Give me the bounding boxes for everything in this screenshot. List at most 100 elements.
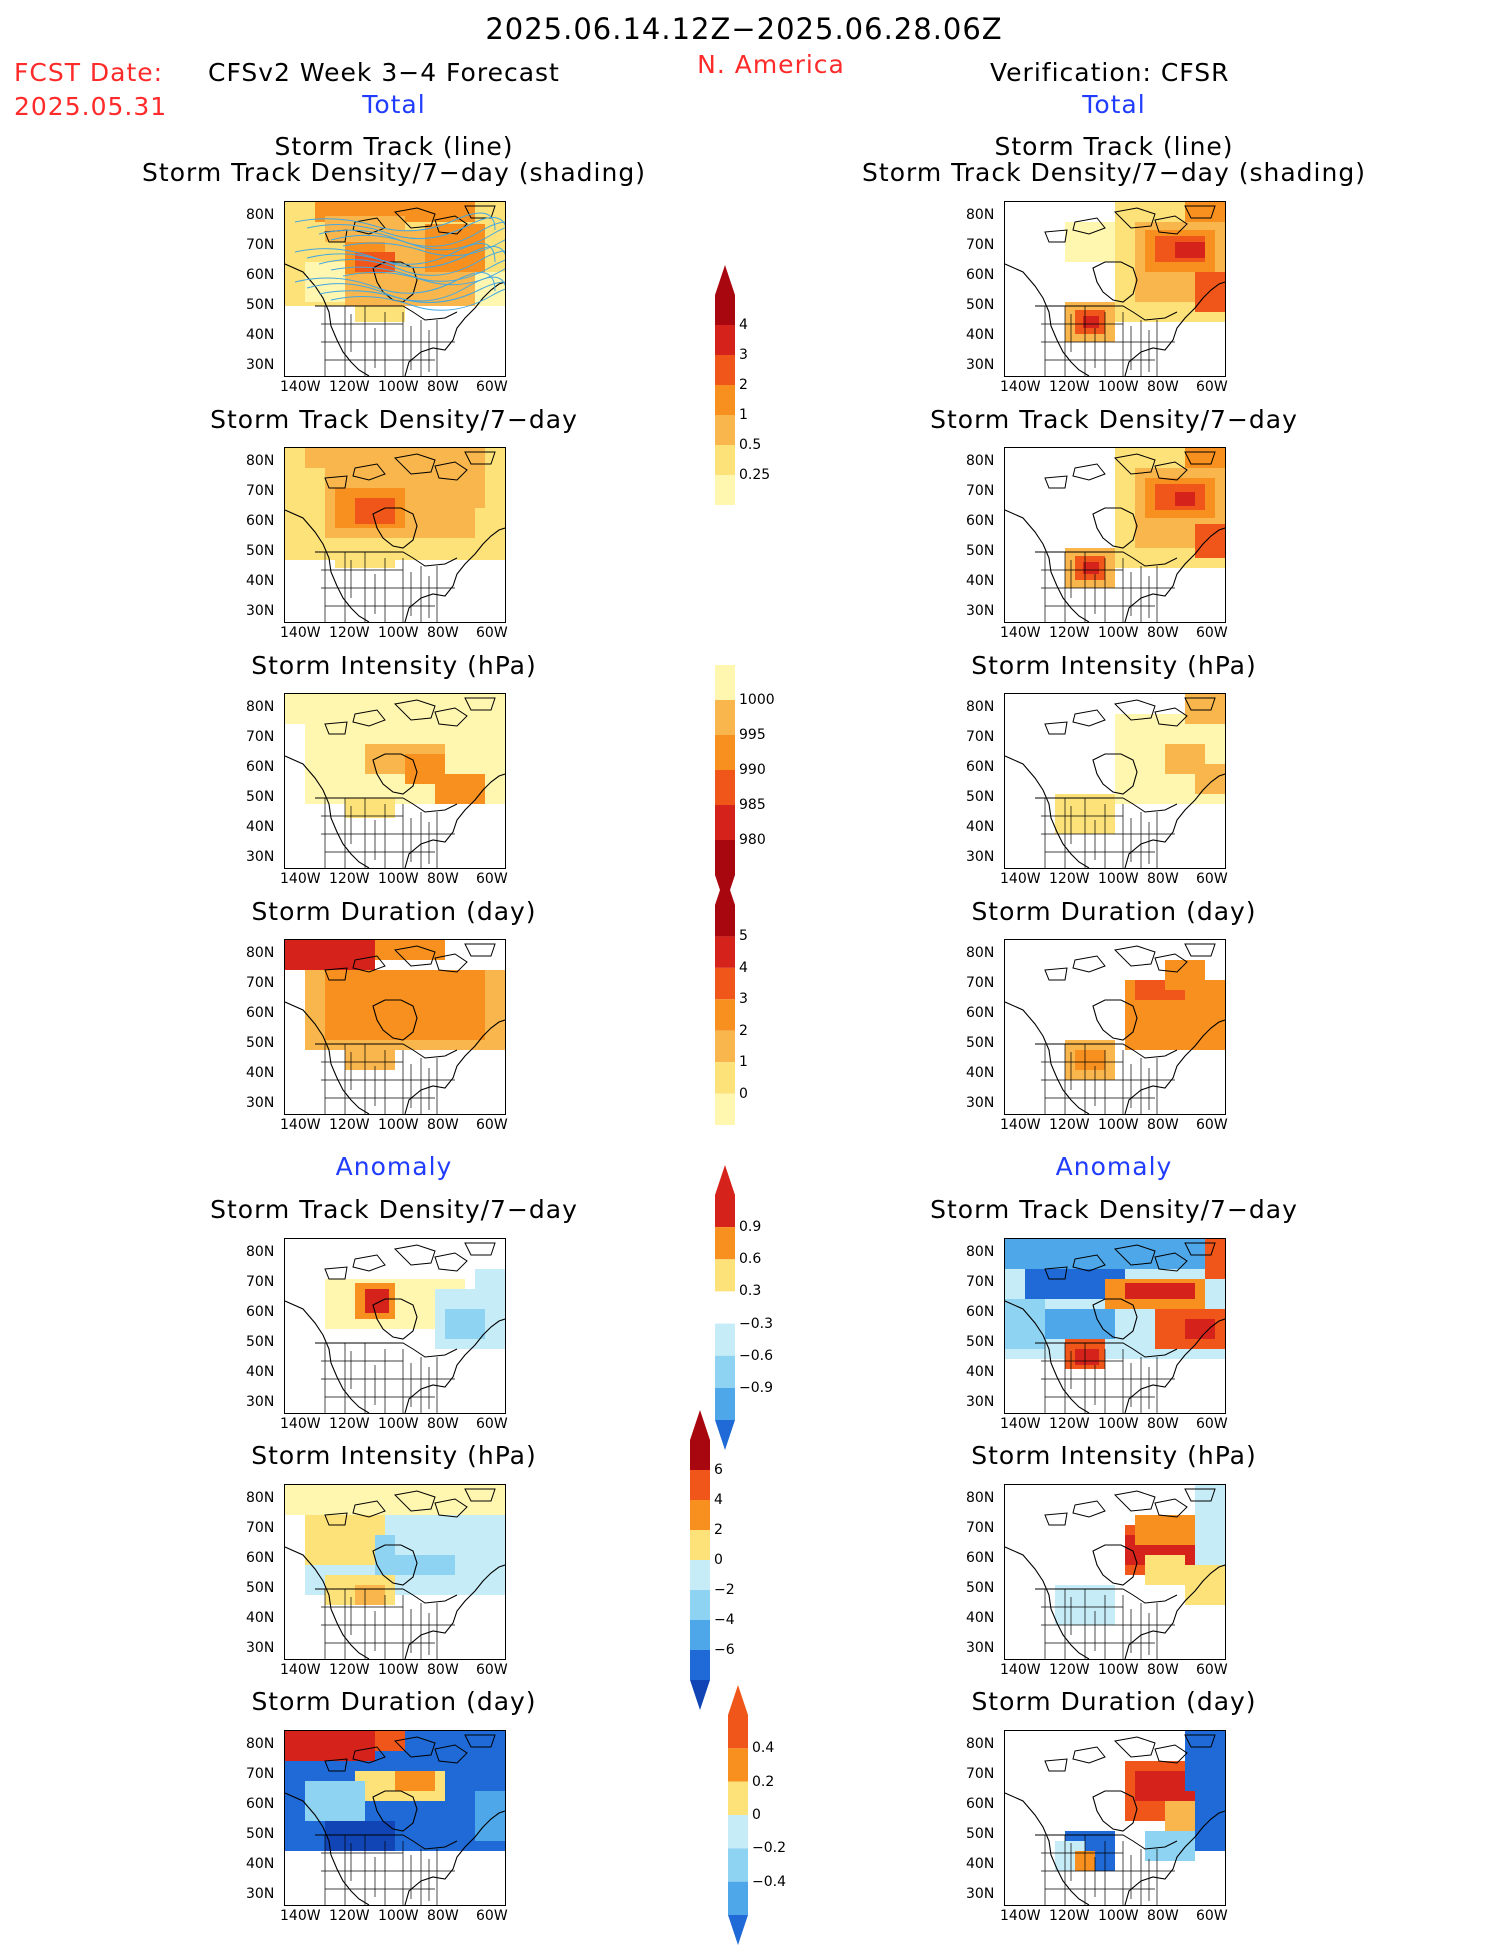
map-panel-r-track — [1004, 201, 1226, 377]
lat-tick-label: 60N — [966, 1005, 995, 1021]
lat-tick-label: 70N — [246, 483, 275, 499]
lon-tick-label: 100W — [1098, 625, 1139, 641]
colorbar-label: 0.5 — [739, 437, 762, 453]
shading-cell — [1005, 1299, 1045, 1349]
lat-tick-label: 80N — [966, 207, 995, 223]
arctic-island-outline — [1184, 1734, 1216, 1748]
us-canada-border — [315, 1834, 458, 1850]
arctic-island-outline — [1113, 1490, 1156, 1512]
map-svg — [1005, 1731, 1225, 1905]
map-svg — [285, 202, 505, 376]
colorbar-top-arrow — [728, 1685, 748, 1715]
shading-cell — [1175, 242, 1205, 258]
lat-tick-label: 40N — [966, 1065, 995, 1081]
arctic-island-outline — [352, 955, 386, 973]
colorbar-segment — [715, 445, 735, 475]
us-canada-border — [1035, 1342, 1178, 1358]
lon-tick-label: 100W — [1098, 871, 1139, 887]
lon-tick-label: 80W — [1147, 1117, 1179, 1133]
map-svg — [1005, 448, 1225, 622]
lon-tick-label: 120W — [329, 379, 370, 395]
shading-cell — [395, 1771, 435, 1791]
arctic-island-outline — [1184, 451, 1216, 465]
right-intensity-title: Storm Intensity (hPa) — [971, 651, 1257, 680]
colorbar-label: −0.2 — [752, 1840, 786, 1857]
arctic-island-outline — [1044, 1512, 1068, 1526]
arctic-island-outline — [1154, 707, 1188, 727]
lon-tick-label: 140W — [280, 1662, 321, 1678]
lat-tick-label: 40N — [246, 1610, 275, 1626]
arctic-island-outline — [324, 967, 348, 981]
shading-cell — [1205, 1239, 1225, 1279]
lon-tick-label: 60W — [1196, 871, 1228, 887]
arctic-island-outline — [393, 1244, 436, 1266]
colorbar-density-total — [715, 265, 735, 505]
colorbar-label: 6 — [714, 1462, 723, 1478]
colorbar-label: 1 — [739, 407, 748, 423]
arctic-island-outline — [1184, 943, 1216, 957]
lat-tick-label: 50N — [246, 1580, 275, 1596]
lat-tick-label: 40N — [246, 819, 275, 835]
shading-cell — [1175, 492, 1195, 506]
arctic-island-outline — [393, 699, 436, 721]
lon-tick-label: 100W — [378, 1117, 419, 1133]
shading-cell — [355, 1585, 385, 1605]
storm-track-line — [342, 239, 505, 257]
colorbar-segment — [690, 1620, 710, 1650]
arctic-island-outline — [393, 1736, 436, 1758]
colorbar-label: 3 — [739, 347, 748, 363]
hudson-bay-outline — [372, 1790, 418, 1832]
storm-track-line — [342, 268, 505, 286]
lat-tick-label: 70N — [966, 483, 995, 499]
lon-tick-label: 80W — [1147, 1662, 1179, 1678]
colorbar-segment — [728, 1781, 748, 1815]
storm-track-line — [330, 288, 505, 311]
arctic-island-outline — [393, 945, 436, 967]
colorbar-segment — [715, 1355, 735, 1388]
lon-tick-label: 140W — [280, 379, 321, 395]
lat-tick-label: 70N — [966, 237, 995, 253]
arctic-island-outline — [464, 1242, 496, 1256]
colorbar-segment — [728, 1815, 748, 1849]
hudson-bay-outline — [1092, 507, 1138, 549]
colorbar-intensity-total — [715, 665, 735, 905]
lat-tick-label: 30N — [966, 1394, 995, 1410]
shading-cell — [1185, 1565, 1225, 1605]
hudson-bay-outline — [1092, 1298, 1138, 1340]
storm-track-line — [318, 281, 505, 303]
storm-track-line — [318, 250, 505, 276]
right-anom-density-title: Storm Track Density/7−day — [930, 1195, 1298, 1224]
colorbar-segment — [715, 325, 735, 355]
colorbar-label: 985 — [739, 797, 766, 813]
lon-tick-label: 60W — [476, 1117, 508, 1133]
lat-tick-label: 30N — [966, 849, 995, 865]
lon-tick-label: 100W — [1098, 1908, 1139, 1924]
map-svg — [1005, 202, 1225, 376]
lat-tick-label: 40N — [966, 1610, 995, 1626]
colorbar-segment — [715, 967, 735, 1000]
shading-cell — [1083, 316, 1099, 328]
map-svg — [285, 448, 505, 622]
colorbar-label: 995 — [739, 727, 766, 743]
colorbar-segment — [690, 1590, 710, 1620]
arctic-island-outline — [324, 1512, 348, 1526]
shading-cell — [475, 1791, 505, 1841]
lat-tick-label: 60N — [246, 1304, 275, 1320]
hudson-bay-outline — [372, 999, 418, 1041]
fcst-date-value: 2025.05.31 — [14, 92, 168, 121]
us-canada-border — [1035, 1588, 1178, 1604]
colorbar-segment — [690, 1500, 710, 1530]
lon-tick-label: 100W — [1098, 1117, 1139, 1133]
shading-cell — [1075, 1050, 1105, 1070]
map-svg — [1005, 1485, 1225, 1659]
colorbar-top-arrow — [715, 875, 735, 905]
arctic-island-outline — [1154, 1744, 1188, 1764]
arctic-island-outline — [324, 1758, 348, 1772]
us-canada-border — [315, 551, 458, 567]
colorbar-label: −0.3 — [739, 1315, 773, 1332]
arctic-island-outline — [352, 217, 386, 235]
colorbar-label: 3 — [739, 991, 748, 1008]
lat-tick-label: 80N — [966, 1244, 995, 1260]
lat-tick-label: 50N — [966, 297, 995, 313]
lon-tick-label: 60W — [476, 625, 508, 641]
